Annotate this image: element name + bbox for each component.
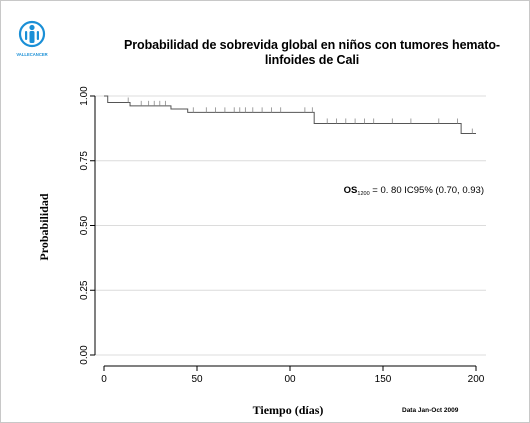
x-tick-label: 150 (375, 374, 392, 385)
chart-title-line-2: linfoides de Cali (264, 53, 360, 67)
chart-title: Probabilidad de sobrevida global en niño… (92, 38, 530, 68)
y-tick-label: 0.00 (79, 345, 90, 365)
x-tick-label: 0 (101, 374, 107, 385)
x-tick-label: 200 (468, 374, 485, 385)
y-tick-label: 0.25 (79, 280, 90, 300)
x-tick-label: 00 (284, 374, 296, 385)
os-annotation: OS1200 = 0. 80 IC95% (0.70, 0.93) (344, 185, 484, 197)
x-axis-title: Tiempo (días) (253, 403, 324, 417)
censor-layer (127, 97, 473, 134)
os-annotation-prefix: OS (344, 185, 358, 196)
y-tick-label: 1.00 (79, 86, 90, 106)
vallecancer-logo: VALLECANCER (16, 20, 48, 60)
os-annotation-subscript: 1200 (357, 191, 369, 197)
series-layer (104, 95, 476, 135)
y-tick-label: 0.75 (79, 151, 90, 171)
grid-layer (95, 95, 486, 356)
chart-title-line-1: Probabilidad de sobrevida global en niño… (124, 38, 500, 52)
axes-layer (90, 95, 477, 371)
data-footnote: Data Jan-Oct 2009 (402, 407, 459, 414)
logo-text: VALLECANCER (16, 52, 47, 57)
y-tick-label: 0.50 (79, 215, 90, 235)
x-tick-label: 50 (191, 374, 203, 385)
label-layer: 0.00 0.25 0.50 0.75 1.00 0 50 00 150 200 (79, 86, 485, 385)
y-axis-title: Probabilidad (37, 193, 51, 260)
logo-emblem-icon: VALLECANCER (16, 20, 48, 57)
os-annotation-text: = 0. 80 IC95% (0.70, 0.93) (370, 185, 484, 196)
survival-curve (104, 95, 476, 135)
